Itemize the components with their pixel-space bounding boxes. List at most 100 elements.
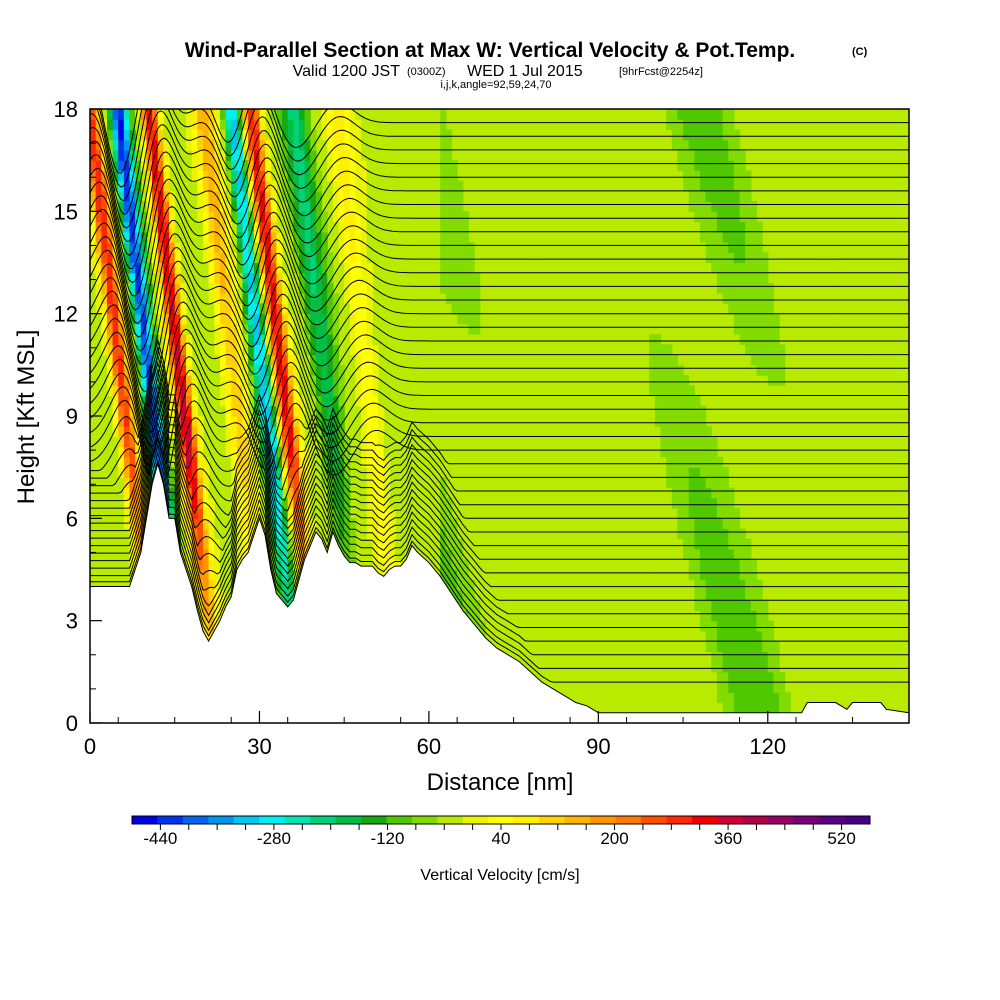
velocity-cell bbox=[90, 242, 97, 253]
velocity-cell bbox=[863, 426, 871, 438]
velocity-cell bbox=[852, 334, 859, 345]
velocity-cell bbox=[451, 579, 458, 591]
theta-contour-line bbox=[90, 360, 909, 506]
velocity-cell bbox=[169, 497, 176, 509]
velocity-cell bbox=[660, 641, 667, 652]
velocity-cell bbox=[513, 201, 520, 212]
velocity-cell bbox=[118, 467, 125, 478]
velocity-cell bbox=[186, 436, 193, 448]
velocity-cell bbox=[135, 170, 142, 182]
velocity-cell bbox=[248, 231, 255, 243]
velocity-cell bbox=[118, 385, 125, 397]
velocity-cell bbox=[248, 129, 255, 141]
x-tick-label: 60 bbox=[417, 734, 441, 759]
velocity-cell bbox=[519, 221, 526, 233]
velocity-cell bbox=[197, 221, 204, 233]
velocity-cell bbox=[259, 262, 266, 274]
velocity-cell bbox=[683, 129, 690, 141]
velocity-cell bbox=[700, 600, 707, 612]
velocity-cell bbox=[389, 518, 396, 530]
velocity-cell bbox=[722, 682, 729, 693]
velocity-cell bbox=[202, 446, 210, 458]
velocity-cell bbox=[106, 375, 114, 386]
velocity-cell bbox=[366, 354, 374, 366]
velocity-cell bbox=[779, 364, 786, 376]
velocity-cell bbox=[649, 620, 656, 632]
velocity-cell bbox=[671, 364, 679, 376]
velocity-cell bbox=[875, 456, 882, 468]
velocity-cell bbox=[236, 119, 244, 131]
velocity-cell bbox=[745, 538, 752, 550]
velocity-cell bbox=[440, 559, 447, 571]
velocity-cell bbox=[310, 487, 317, 499]
velocity-cell bbox=[344, 119, 351, 131]
velocity-cell bbox=[733, 641, 741, 652]
velocity-cell bbox=[298, 160, 306, 171]
velocity-cell bbox=[903, 538, 909, 550]
velocity-cell bbox=[705, 160, 712, 171]
velocity-cell bbox=[101, 149, 108, 161]
velocity-cell bbox=[677, 109, 684, 120]
velocity-cell bbox=[886, 477, 893, 489]
velocity-cell bbox=[265, 252, 272, 264]
velocity-cell bbox=[897, 497, 904, 509]
velocity-cell bbox=[202, 231, 210, 243]
velocity-cell bbox=[146, 293, 153, 305]
velocity-cell bbox=[451, 262, 458, 274]
velocity-cell bbox=[372, 231, 379, 243]
velocity-cell bbox=[694, 426, 701, 438]
velocity-cell bbox=[728, 139, 735, 151]
velocity-cell bbox=[406, 303, 413, 315]
velocity-cell bbox=[880, 436, 888, 448]
velocity-cell bbox=[366, 129, 374, 141]
velocity-cell bbox=[643, 559, 650, 571]
velocity-cell bbox=[575, 364, 582, 376]
velocity-cell bbox=[835, 334, 842, 345]
velocity-cell bbox=[293, 508, 300, 519]
velocity-cell bbox=[287, 508, 294, 519]
velocity-cell bbox=[524, 242, 532, 253]
velocity-cell bbox=[259, 395, 266, 407]
velocity-cell bbox=[519, 242, 526, 253]
velocity-cell bbox=[129, 497, 136, 509]
velocity-cell bbox=[169, 252, 176, 264]
velocity-cell bbox=[541, 293, 549, 305]
velocity-cell bbox=[344, 180, 351, 192]
velocity-cell bbox=[208, 497, 215, 509]
velocity-cell bbox=[666, 671, 673, 683]
velocity-cell bbox=[694, 467, 701, 478]
velocity-cell bbox=[282, 518, 289, 530]
velocity-cell bbox=[767, 293, 775, 305]
velocity-cell bbox=[457, 293, 464, 305]
velocity-cell bbox=[756, 252, 763, 264]
velocity-cell bbox=[248, 487, 255, 499]
velocity-cell bbox=[276, 139, 283, 151]
velocity-cell bbox=[603, 477, 611, 489]
velocity-cell bbox=[231, 385, 238, 397]
velocity-cell bbox=[344, 160, 351, 171]
velocity-cell bbox=[570, 313, 577, 325]
velocity-cell bbox=[270, 282, 277, 294]
velocity-cell bbox=[824, 661, 831, 673]
velocity-cell bbox=[716, 671, 724, 683]
velocity-cell bbox=[157, 160, 165, 171]
velocity-cell bbox=[242, 487, 249, 499]
velocity-cell bbox=[750, 231, 758, 243]
velocity-cell bbox=[372, 497, 379, 509]
velocity-cell bbox=[728, 252, 735, 264]
velocity-cell bbox=[152, 170, 159, 182]
velocity-cell bbox=[366, 252, 374, 264]
velocity-cell bbox=[112, 119, 119, 131]
velocity-cell bbox=[660, 651, 667, 663]
velocity-cell bbox=[276, 375, 283, 386]
velocity-cell bbox=[236, 508, 244, 519]
velocity-cell bbox=[553, 344, 560, 356]
velocity-cell bbox=[253, 385, 261, 397]
velocity-cell bbox=[564, 375, 571, 386]
velocity-cell bbox=[135, 323, 142, 335]
velocity-cell bbox=[541, 231, 549, 243]
velocity-cell bbox=[750, 323, 758, 335]
velocity-cell bbox=[231, 426, 238, 438]
velocity-cell bbox=[773, 651, 780, 663]
velocity-cell bbox=[169, 221, 176, 233]
